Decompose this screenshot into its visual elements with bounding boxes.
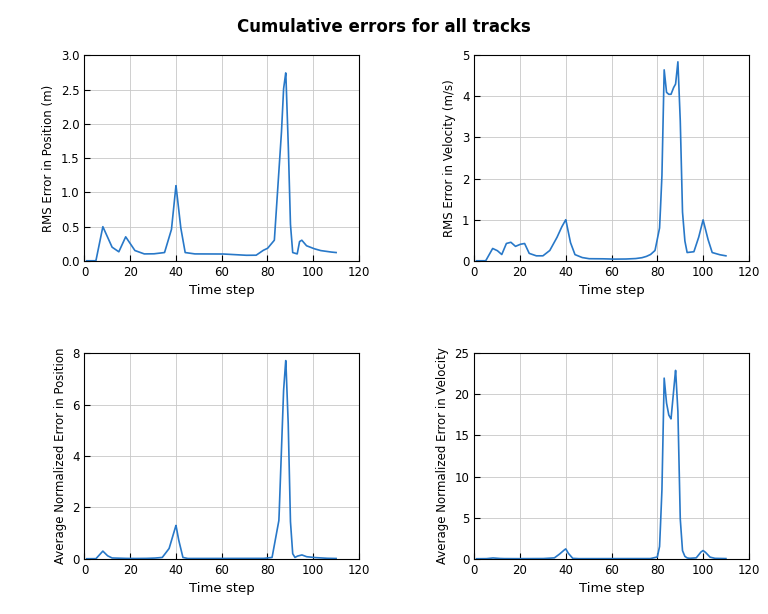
- X-axis label: Time step: Time step: [578, 582, 644, 595]
- X-axis label: Time step: Time step: [189, 582, 255, 595]
- Y-axis label: Average Normalized Error in Velocity: Average Normalized Error in Velocity: [436, 348, 449, 564]
- Y-axis label: RMS Error in Velocity (m/s): RMS Error in Velocity (m/s): [443, 79, 456, 237]
- Text: Cumulative errors for all tracks: Cumulative errors for all tracks: [237, 18, 531, 36]
- X-axis label: Time step: Time step: [189, 284, 255, 297]
- Y-axis label: RMS Error in Position (m): RMS Error in Position (m): [42, 84, 55, 231]
- Y-axis label: Average Normalized Error in Position: Average Normalized Error in Position: [54, 348, 67, 564]
- X-axis label: Time step: Time step: [578, 284, 644, 297]
